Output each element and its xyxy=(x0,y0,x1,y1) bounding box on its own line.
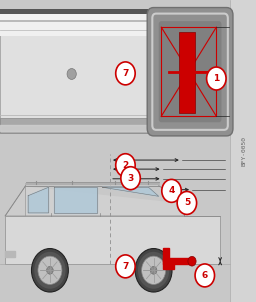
Text: 4: 4 xyxy=(168,186,175,195)
Circle shape xyxy=(31,249,68,292)
Circle shape xyxy=(135,249,172,292)
Circle shape xyxy=(34,252,66,289)
Bar xyxy=(0,9,184,14)
Circle shape xyxy=(138,252,169,289)
Circle shape xyxy=(67,69,76,79)
Circle shape xyxy=(195,264,215,287)
Circle shape xyxy=(142,256,166,284)
Bar xyxy=(0,9,184,36)
Bar xyxy=(0,151,230,302)
Circle shape xyxy=(207,67,226,90)
Text: 5: 5 xyxy=(184,198,190,207)
Polygon shape xyxy=(102,187,159,196)
Polygon shape xyxy=(54,187,97,213)
Circle shape xyxy=(121,167,140,190)
Circle shape xyxy=(38,256,62,284)
Circle shape xyxy=(47,266,53,274)
Bar xyxy=(230,0,256,302)
Text: BFY-0050: BFY-0050 xyxy=(242,136,247,166)
Polygon shape xyxy=(5,186,26,216)
Polygon shape xyxy=(10,186,184,216)
Circle shape xyxy=(177,191,197,214)
Polygon shape xyxy=(163,248,169,264)
Circle shape xyxy=(150,266,157,274)
Polygon shape xyxy=(179,32,195,113)
Polygon shape xyxy=(28,187,49,213)
Circle shape xyxy=(116,62,135,85)
Text: 7: 7 xyxy=(122,69,129,78)
Polygon shape xyxy=(26,186,179,202)
Polygon shape xyxy=(5,216,220,264)
Polygon shape xyxy=(0,118,184,133)
FancyBboxPatch shape xyxy=(159,21,221,122)
Circle shape xyxy=(116,154,135,177)
Bar xyxy=(0,0,230,145)
Polygon shape xyxy=(163,258,192,264)
Circle shape xyxy=(162,179,181,202)
Circle shape xyxy=(188,256,196,266)
Text: 6: 6 xyxy=(202,271,208,280)
Polygon shape xyxy=(0,9,184,133)
Text: 1: 1 xyxy=(213,74,219,83)
FancyBboxPatch shape xyxy=(147,8,233,136)
Text: 3: 3 xyxy=(127,174,134,183)
Polygon shape xyxy=(5,251,15,257)
Text: 7: 7 xyxy=(122,262,129,271)
Circle shape xyxy=(116,255,135,278)
Polygon shape xyxy=(163,264,174,269)
Text: 2: 2 xyxy=(122,161,129,170)
